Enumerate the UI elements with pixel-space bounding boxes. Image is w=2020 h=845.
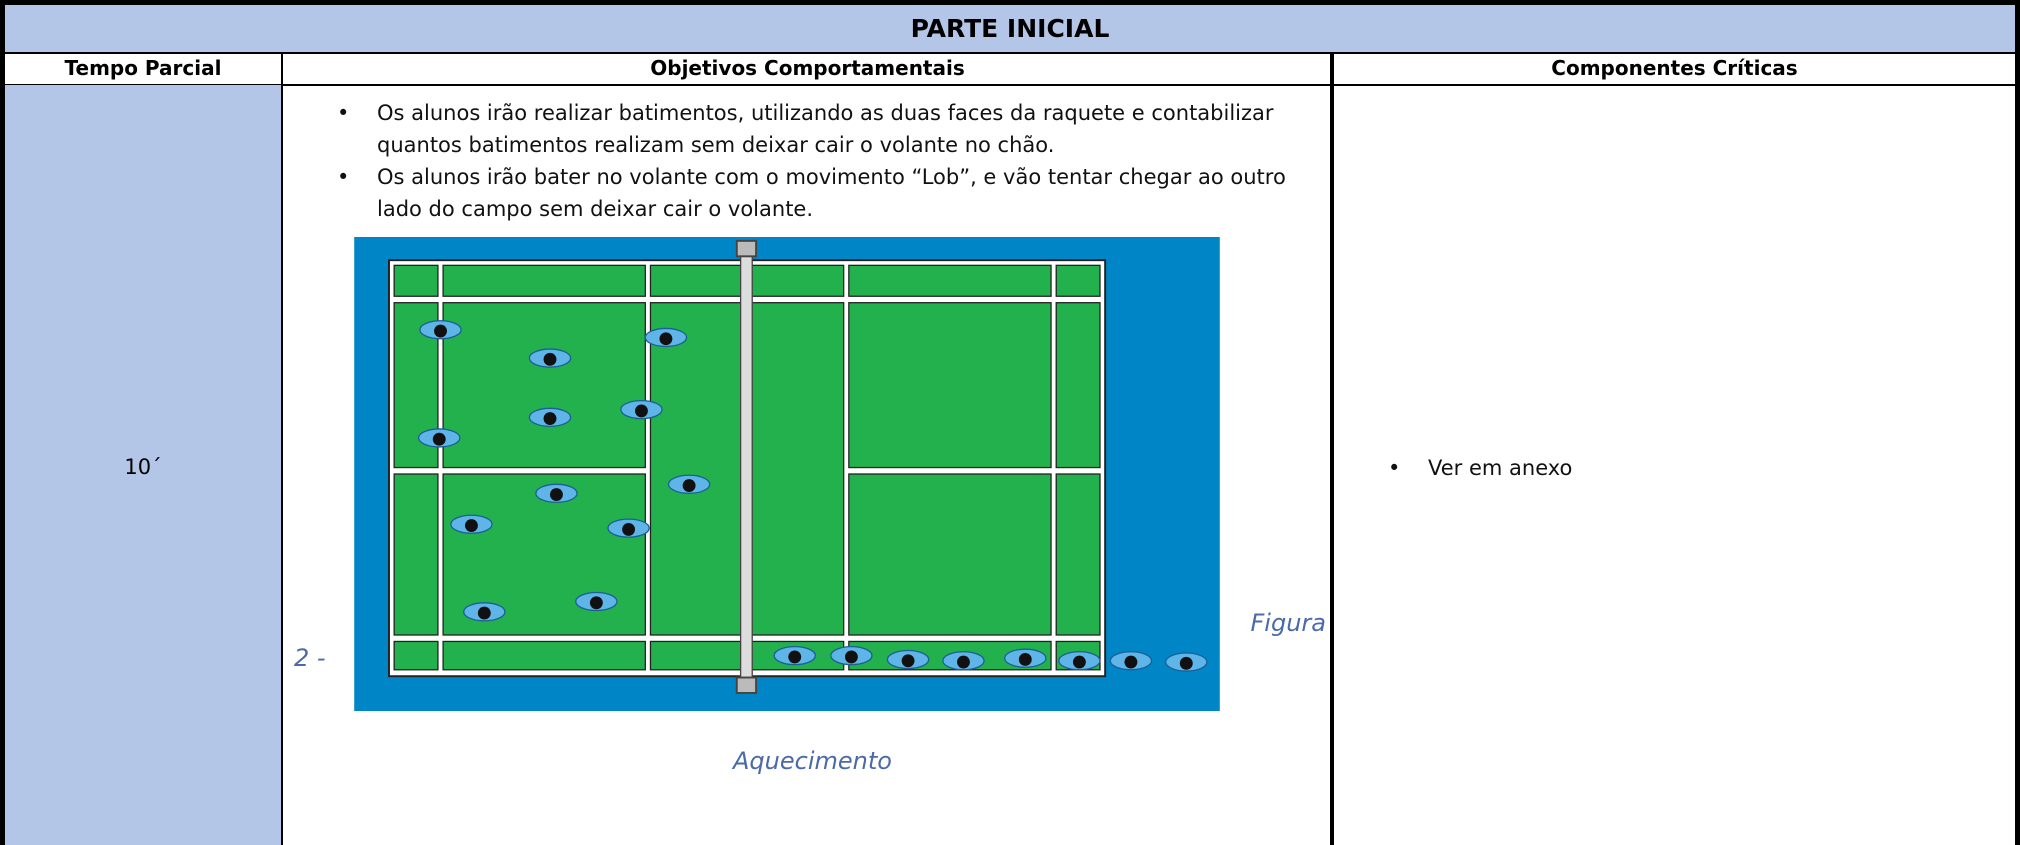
objectives-list: Os alunos irão realizar batimentos, util… <box>337 97 1337 225</box>
court-shape <box>1055 302 1101 469</box>
court-shape <box>434 324 447 338</box>
court-shape <box>393 473 439 636</box>
court-shape <box>589 596 603 610</box>
court-shape <box>848 264 1052 297</box>
court-shape <box>659 332 673 346</box>
court-shape <box>543 352 557 366</box>
court-shape <box>901 654 915 668</box>
court-shape <box>750 264 845 297</box>
court-shape <box>1055 473 1101 636</box>
court-shape <box>635 404 648 418</box>
court-shape <box>1072 655 1086 669</box>
court-shape <box>848 473 1052 636</box>
caption: Aquecimento <box>733 747 892 775</box>
court-shape <box>844 650 858 664</box>
objectives-cell: Os alunos irão realizar batimentos, util… <box>283 85 1332 845</box>
court-shape <box>682 479 696 493</box>
court-shape <box>735 676 758 694</box>
column-header: Objetivos Comportamentais <box>281 52 1332 86</box>
court-shape <box>750 302 845 636</box>
court-shape <box>543 412 557 426</box>
court-shape <box>432 432 446 446</box>
court-shape <box>739 246 753 681</box>
components-list: Ver em anexo <box>1388 452 1572 484</box>
court-shape <box>464 519 478 532</box>
objective: Os alunos irão bater no volante com o mo… <box>337 161 1337 225</box>
court-shape <box>550 488 563 502</box>
column-header: Tempo Parcial <box>0 52 281 86</box>
court-shape <box>848 302 1052 469</box>
court-shape <box>442 264 646 297</box>
court-shape <box>442 640 646 671</box>
court-shape <box>393 264 439 297</box>
court-shape <box>477 606 491 620</box>
caption: Figura <box>1250 609 1327 637</box>
court-shape <box>442 302 646 469</box>
court-shape <box>649 302 746 636</box>
components-cell: Ver em anexo <box>1330 85 2020 845</box>
column-header: Componentes Críticas <box>1330 52 2020 86</box>
time-cell: 10´ <box>0 85 283 845</box>
court-shape <box>622 522 636 536</box>
court-shape <box>788 650 802 664</box>
court-shape <box>1055 264 1101 297</box>
court-shape <box>735 239 758 258</box>
table-title: PARTE INICIAL <box>0 0 2020 54</box>
court-shape <box>1179 656 1193 670</box>
component: Ver em anexo <box>1388 452 1572 484</box>
time-text: 10´ <box>124 455 162 479</box>
court-shape <box>957 655 970 669</box>
objective: Os alunos irão realizar batimentos, util… <box>337 97 1337 161</box>
court-shape <box>1124 655 1138 669</box>
court-shape <box>649 640 746 671</box>
court-shape <box>649 264 746 297</box>
court-figure <box>354 237 1220 711</box>
court-shape <box>1018 653 1032 666</box>
court-shape <box>393 640 439 671</box>
caption: 2 - <box>294 644 326 672</box>
